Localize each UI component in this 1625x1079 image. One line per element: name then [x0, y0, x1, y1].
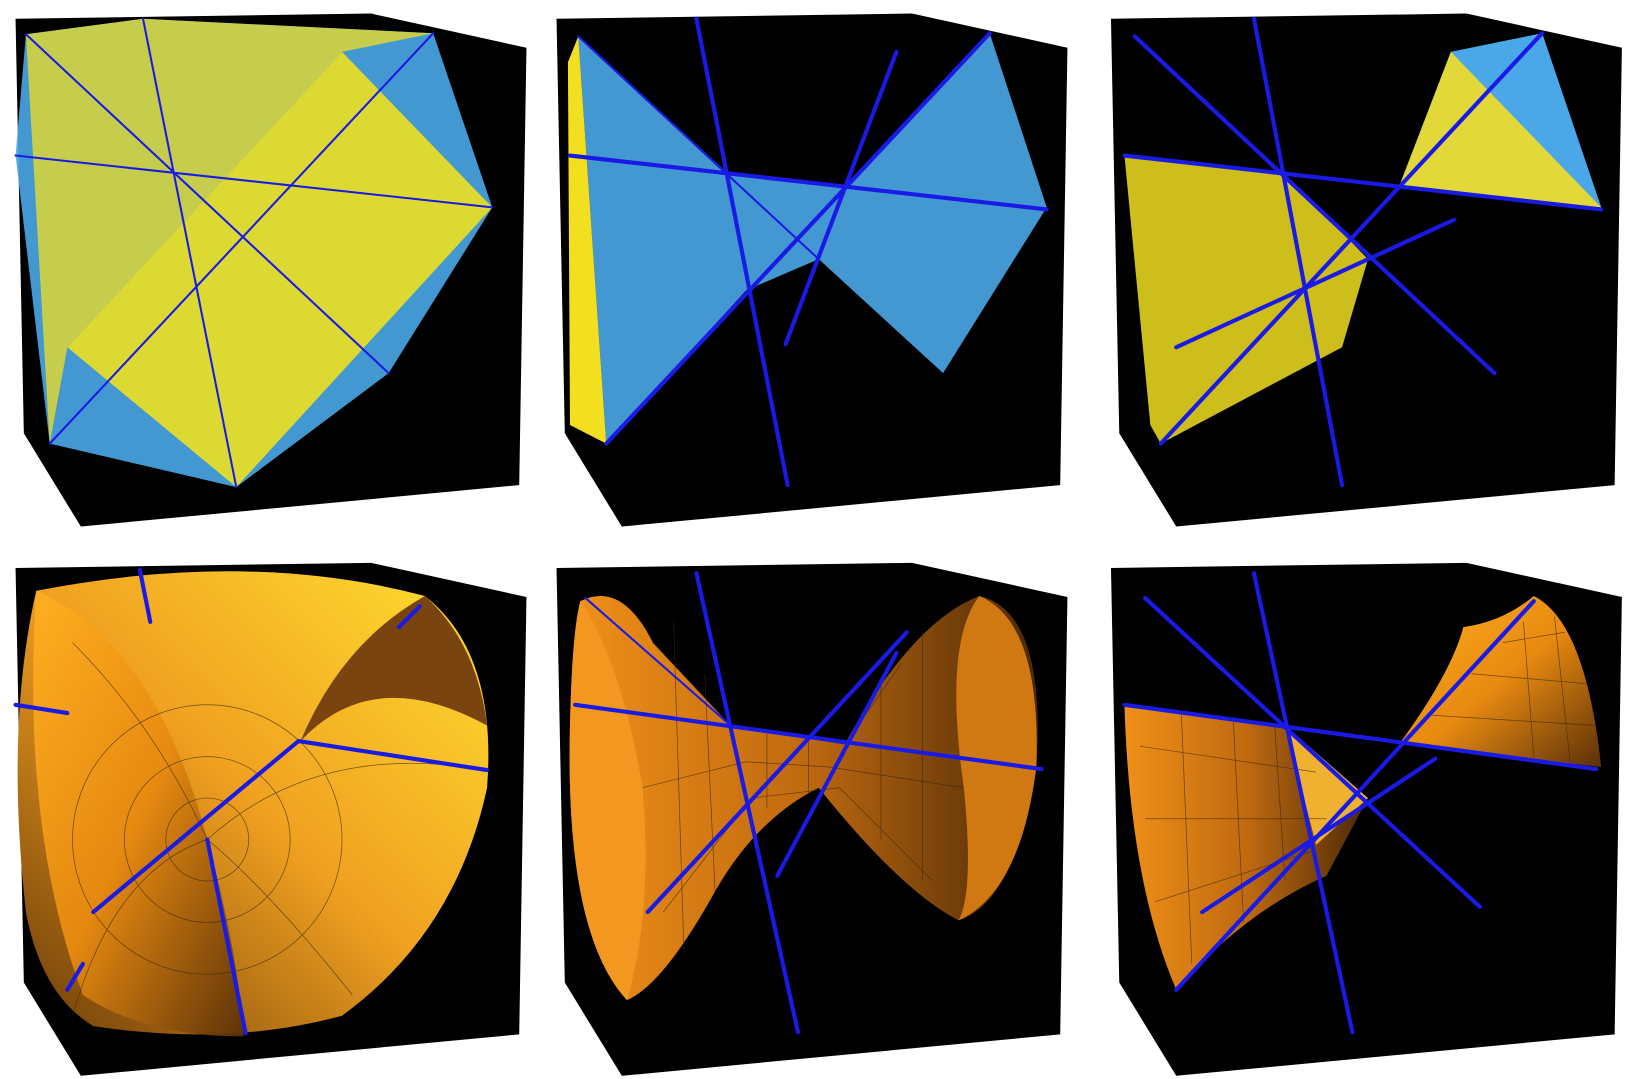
mesh	[642, 621, 964, 954]
surface-sheet	[33, 590, 244, 1037]
axis-line	[783, 49, 899, 347]
surface	[569, 595, 1038, 1001]
axis-line	[1143, 595, 1482, 909]
blue-bowtie	[578, 33, 1047, 444]
axis-line	[1251, 571, 1355, 1035]
axis-line	[577, 35, 820, 261]
panel-surface-2	[556, 562, 1068, 1076]
axis-line	[14, 154, 494, 209]
panel-surface-3	[1110, 562, 1622, 1076]
axis-line	[91, 738, 301, 915]
surface-rim	[569, 601, 646, 1001]
axis-line	[296, 738, 490, 773]
axis-line	[775, 650, 899, 878]
axis-line	[141, 17, 238, 489]
axis-line	[13, 702, 70, 716]
yellow-solid	[1124, 155, 1368, 444]
yellow-solid	[67, 51, 493, 488]
axis-line	[567, 153, 1049, 212]
panel-polyhedra-3	[1110, 13, 1622, 527]
mesh	[72, 642, 467, 1016]
axis-line	[645, 630, 909, 915]
axis-line	[694, 16, 790, 488]
yellow-face	[567, 36, 607, 444]
axis-line	[48, 32, 435, 445]
axis-line	[1132, 34, 1497, 376]
panel-surface-1	[13, 562, 527, 1076]
axis-line	[1174, 217, 1457, 350]
axis-line	[584, 597, 732, 727]
panel-polyhedra-1	[14, 13, 527, 527]
axis-line	[1158, 31, 1545, 446]
yellow-triangle	[1399, 51, 1602, 208]
surface-rim	[956, 595, 1037, 921]
axis-line	[205, 837, 248, 1036]
mesh	[1139, 616, 1597, 964]
axis-line	[1200, 756, 1438, 915]
axis-line	[1122, 702, 1599, 772]
axis-line	[65, 961, 85, 992]
panel-polyhedra-2	[556, 13, 1068, 527]
surface-shadow	[300, 595, 488, 742]
axis-line	[1122, 153, 1604, 212]
axis-line	[1251, 16, 1345, 488]
surface	[1399, 595, 1602, 767]
axis-line	[1174, 599, 1536, 992]
axis-line	[137, 567, 153, 624]
axis-line	[396, 604, 422, 630]
yellow-face	[25, 18, 434, 444]
axis-line	[604, 31, 992, 446]
axis-line	[24, 33, 390, 375]
